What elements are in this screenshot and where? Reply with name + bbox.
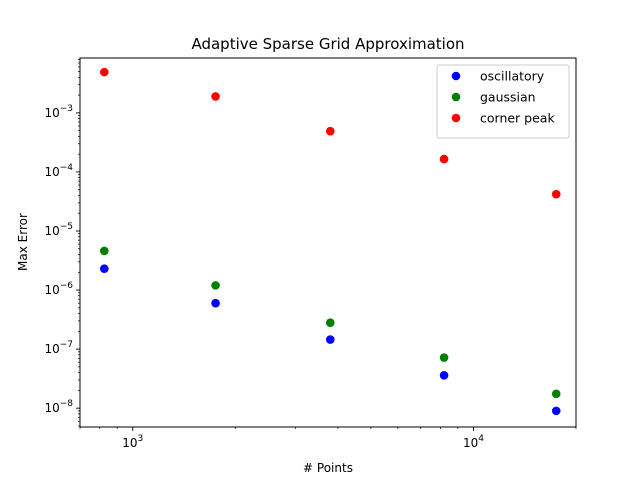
- point-gaussian: [439, 353, 449, 362]
- y-tick-label: 10−5: [44, 222, 73, 238]
- point-corner-peak: [211, 92, 220, 101]
- point-corner-peak: [325, 126, 335, 136]
- legend-marker-corner-peak: [451, 113, 461, 123]
- x-axis-label: # Points: [303, 461, 353, 475]
- x-major-ticks: 103 104: [122, 427, 484, 450]
- point-oscillatory: [100, 264, 109, 273]
- legend-marker-oscillatory: [451, 71, 461, 81]
- legend-marker-gaussian: [451, 92, 461, 102]
- point-oscillatory: [551, 406, 561, 416]
- y-major-ticks: 10−8 10−7 10−6 10−5 10−4 10−3: [44, 104, 80, 415]
- legend-frame: [436, 64, 570, 139]
- x-tick-label: 104: [463, 434, 484, 450]
- legend: oscillatory gaussian corner peak: [436, 64, 570, 139]
- point-gaussian: [325, 318, 335, 328]
- y-tick-label: 10−4: [44, 163, 73, 179]
- point-oscillatory: [325, 335, 335, 344]
- point-gaussian: [211, 281, 220, 290]
- y-tick-label: 10−3: [44, 104, 73, 120]
- point-oscillatory: [211, 298, 220, 308]
- plot-frame: [79, 57, 577, 428]
- point-gaussian: [100, 246, 109, 256]
- legend-label-corner-peak: corner peak: [480, 111, 555, 126]
- data-points: [100, 67, 561, 416]
- point-oscillatory: [439, 371, 449, 380]
- y-tick-label: 10−7: [44, 340, 73, 356]
- point-gaussian: [551, 389, 561, 399]
- point-corner-peak: [100, 67, 109, 77]
- legend-label-gaussian: gaussian: [480, 90, 536, 105]
- chart-title: Adaptive Sparse Grid Approximation: [191, 35, 464, 53]
- y-axis-label: Max Error: [16, 213, 30, 271]
- y-tick-label: 10−6: [44, 281, 73, 297]
- point-corner-peak: [439, 154, 449, 164]
- x-tick-label: 103: [122, 434, 143, 450]
- y-tick-label: 10−8: [44, 399, 73, 415]
- point-corner-peak: [551, 189, 561, 199]
- legend-label-oscillatory: oscillatory: [480, 69, 545, 84]
